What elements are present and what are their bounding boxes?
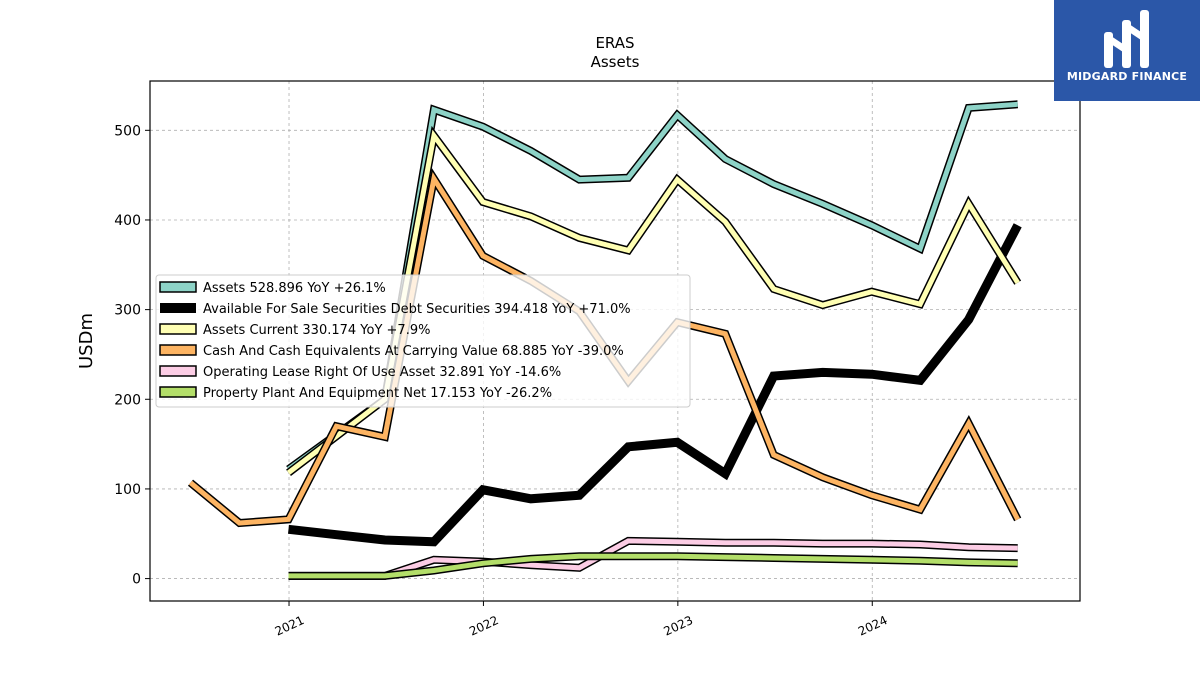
y-tick-label: 200 [114,392,141,408]
y-tick-label: 400 [114,213,141,229]
x-tick-label: 2022 [467,613,501,639]
series-line [286,100,1018,473]
plot-frame [149,80,1081,602]
series-line [288,552,1018,580]
series-line-path [287,101,1018,472]
x-axis: 2021 2022 2023 2024 [273,601,890,639]
series-line-path [288,553,1018,579]
x-tick-label: 2024 [856,613,890,639]
series-line-path [288,538,1018,579]
y-tick-label: 300 [114,303,141,319]
legend-swatch [159,323,197,335]
legend-swatch [159,344,197,356]
y-tick-label: 500 [114,123,141,139]
legend-swatch [159,365,197,377]
y-axis-label: USDm [76,313,97,369]
legend-item: Assets 528.896 YoY +26.1% [159,281,386,296]
chart-title: ERAS [595,34,634,52]
legend-box [155,274,691,408]
y-axis: 0 100 200 300 400 500 [114,123,150,588]
series-line [287,223,1022,547]
brand-logo: MIDGARD FINANCE [1054,0,1200,101]
x-tick-label: 2023 [662,613,696,639]
legend-label: Property Plant And Equipment Net 17.153 … [203,386,552,401]
series-line-path [287,223,1022,547]
legend-item: Available For Sale Securities Debt Secur… [160,302,631,317]
y-tick-label: 100 [114,482,141,498]
series-line-path [286,129,1020,475]
series-line [286,125,1022,476]
legend-item: Assets Current 330.174 YoY +7.9% [159,323,430,338]
mf-logo-icon [1104,10,1149,68]
legend-label: Cash And Cash Equivalents At Carrying Va… [203,344,624,359]
legend: Assets 528.896 YoY +26.1% Available For S… [155,274,691,408]
legend-label: Available For Sale Securities Debt Secur… [203,302,631,317]
legend-label: Assets Current 330.174 YoY +7.9% [203,323,430,338]
legend-label: Operating Lease Right Of Use Asset 32.89… [203,365,561,380]
legend-item: Cash And Cash Equivalents At Carrying Va… [159,344,624,359]
x-tick-label: 2021 [273,613,307,639]
legend-item: Property Plant And Equipment Net 17.153 … [159,386,552,401]
legend-swatch [159,386,197,398]
brand-name: MIDGARD FINANCE [1066,70,1188,83]
series-line [288,536,1018,580]
legend-swatch [159,281,197,293]
chart-subtitle: Assets [591,53,640,71]
legend-item: Operating Lease Right Of Use Asset 32.89… [159,365,561,380]
legend-swatch [160,303,196,313]
y-tick-label: 0 [132,572,141,588]
legend-label: Assets 528.896 YoY +26.1% [203,281,386,296]
